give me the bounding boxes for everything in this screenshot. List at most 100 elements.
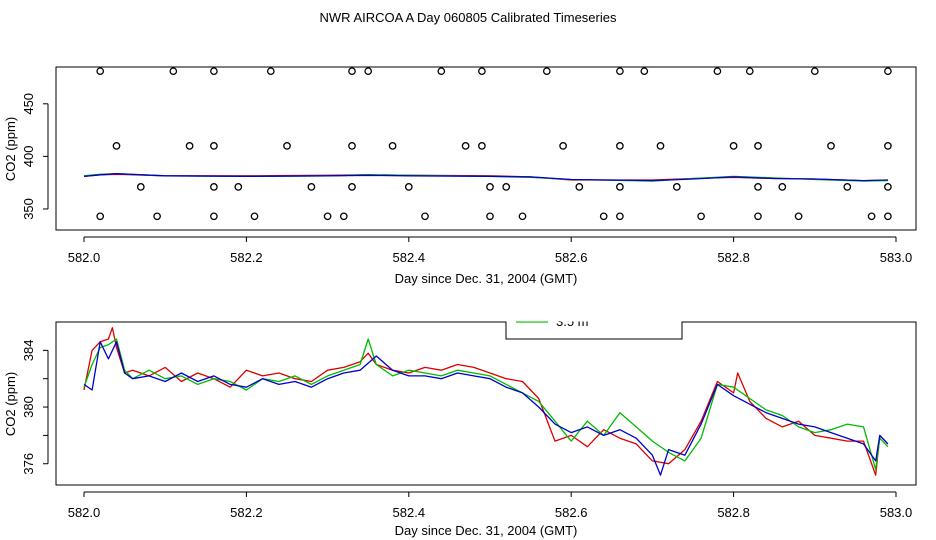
bottom-x-axis: 582.0 582.2 582.4 582.6 582.8 583.0 [68, 491, 913, 520]
y-tick-label: 350 [21, 198, 36, 220]
point-marker [518, 212, 527, 221]
point-marker [656, 142, 665, 150]
series-line-1 [83, 173, 888, 182]
point-marker [486, 212, 494, 221]
point-marker [478, 142, 486, 150]
point-marker [843, 183, 852, 191]
figure-title: NWR AIRCOA A Day 060805 Calibrated Times… [320, 10, 617, 25]
bottom-legend-clip-cover [500, 290, 690, 322]
point-marker [729, 142, 738, 150]
point-marker [575, 183, 584, 191]
point-marker [697, 212, 705, 221]
bottom-y-axis: 376 380 384 [21, 339, 49, 475]
y-tick-label: 400 [21, 146, 36, 168]
series-line-1 [83, 338, 889, 471]
point-marker [542, 67, 551, 76]
point-marker [754, 212, 762, 221]
point-marker [339, 212, 348, 221]
point-marker [348, 142, 356, 150]
bottom-series-lines [83, 327, 889, 476]
point-marker [810, 67, 819, 76]
point-marker [867, 212, 876, 221]
series-line-0 [83, 327, 889, 476]
point-marker [672, 183, 681, 191]
point-marker [96, 212, 105, 221]
point-marker [884, 67, 892, 76]
x-tick-label: 582.8 [717, 250, 750, 265]
point-marker [388, 142, 397, 150]
bottom-x-axis-label: Day since Dec. 31, 2004 (GMT) [395, 523, 578, 538]
point-marker [599, 212, 608, 221]
top-x-axis-label: Day since Dec. 31, 2004 (GMT) [395, 271, 578, 286]
point-marker [486, 183, 494, 191]
point-marker [437, 67, 446, 76]
point-marker [794, 212, 803, 221]
y-tick-label: 450 [21, 93, 36, 115]
point-marker [778, 183, 787, 191]
point-marker [348, 67, 356, 76]
point-marker [478, 67, 486, 76]
point-marker [640, 67, 649, 76]
x-tick-label: 583.0 [880, 250, 913, 265]
point-marker [323, 212, 332, 221]
top-y-axis-label: CO2 (ppm) [3, 117, 18, 181]
point-marker [745, 67, 754, 76]
y-tick-label: 376 [21, 453, 36, 475]
point-marker [210, 212, 218, 221]
x-tick-label: 582.0 [68, 250, 101, 265]
top-x-axis: 582.0 582.2 582.4 582.6 582.8 583.0 [68, 236, 913, 265]
y-tick-label: 384 [21, 339, 36, 361]
point-marker [754, 183, 762, 191]
point-marker [348, 183, 356, 191]
series-line-2 [83, 341, 889, 476]
point-marker [169, 67, 178, 76]
x-tick-label: 582.4 [393, 250, 426, 265]
x-tick-label: 582.4 [393, 505, 426, 520]
bottom-y-axis-label: CO2 (ppm) [3, 372, 18, 436]
point-marker [713, 67, 722, 76]
top-panel: 582.0 582.2 582.4 582.6 582.8 583.0 350 400 450… [3, 66, 917, 286]
point-marker [185, 142, 194, 150]
point-marker [559, 142, 567, 150]
x-tick-label: 583.0 [880, 505, 913, 520]
top-plot-frame [55, 66, 917, 231]
point-marker [96, 67, 105, 76]
point-marker [234, 183, 243, 191]
point-marker [616, 183, 624, 191]
bottom-panel: 582.0 582.2 582.4 582.6 582.8 583.0 376 380 384… [3, 290, 917, 538]
point-marker [884, 212, 892, 221]
point-marker [827, 142, 835, 150]
point-marker [884, 183, 892, 191]
point-marker [616, 142, 624, 150]
point-marker [136, 183, 145, 191]
x-tick-label: 582.6 [555, 505, 588, 520]
point-marker [210, 183, 218, 191]
point-marker [404, 183, 413, 191]
top-point-markers [96, 67, 892, 221]
point-marker [210, 142, 218, 150]
point-marker [283, 142, 291, 150]
x-tick-label: 582.8 [717, 505, 750, 520]
x-tick-label: 582.0 [68, 505, 101, 520]
top-series-lines [83, 173, 888, 182]
x-tick-label: 582.2 [230, 505, 263, 520]
x-tick-label: 582.6 [555, 250, 588, 265]
point-marker [364, 67, 373, 76]
top-y-axis: 350 400 450 [21, 93, 49, 220]
point-marker [307, 183, 316, 191]
y-tick-label: 380 [21, 396, 36, 418]
point-marker [754, 142, 762, 150]
bottom-plot-frame [55, 321, 917, 486]
point-marker [210, 67, 218, 76]
point-marker [421, 212, 429, 221]
point-marker [616, 67, 624, 76]
point-marker [502, 183, 511, 191]
point-marker [250, 212, 259, 221]
point-marker [616, 212, 624, 221]
x-tick-label: 582.2 [230, 250, 263, 265]
point-marker [884, 142, 892, 150]
point-marker [112, 142, 121, 150]
point-marker [153, 212, 161, 221]
series-line-2 [83, 173, 888, 182]
